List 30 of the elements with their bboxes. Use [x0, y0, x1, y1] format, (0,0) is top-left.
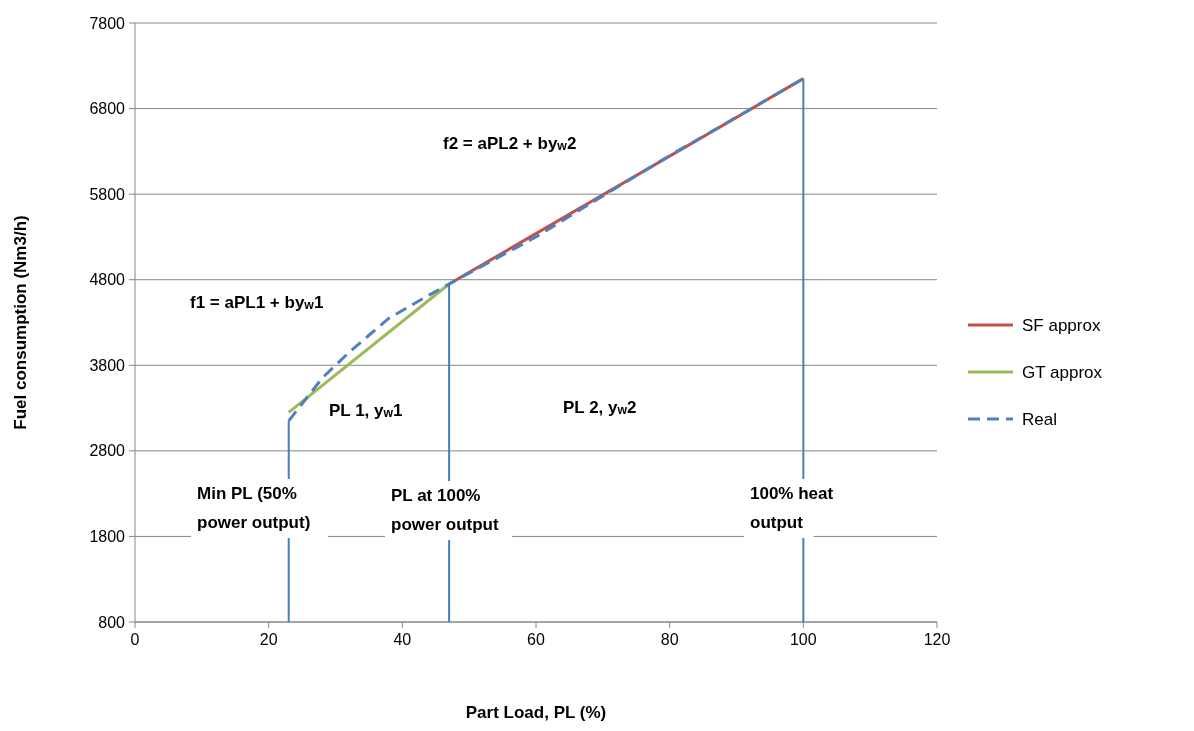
y-tick-label: 3800: [89, 356, 126, 374]
annotation: output: [750, 512, 804, 532]
y-tick-label: 5800: [89, 185, 126, 203]
x-tick-label: 100: [789, 631, 817, 648]
y-tick-label: 7800: [89, 14, 126, 32]
x-tick-label: 60: [527, 631, 545, 648]
y-axis-title: Fuel consumption (Nm3/h): [11, 215, 30, 430]
annotation: power output): [197, 512, 311, 532]
annotation: power output: [391, 514, 499, 534]
annotation: PL 2, yw2: [563, 397, 637, 417]
legend-label: Real: [1022, 409, 1057, 429]
y-tick-label: 1800: [89, 528, 126, 546]
y-tick-label: 6800: [89, 100, 126, 118]
x-tick-label: 120: [923, 631, 951, 648]
x-tick-label: 40: [393, 631, 412, 648]
y-tick-label: 4800: [89, 271, 126, 289]
x-tick-label: 0: [130, 631, 140, 648]
y-tick-label: 2800: [89, 442, 126, 460]
x-axis-title: Part Load, PL (%): [465, 703, 607, 722]
x-tick-label: 80: [660, 631, 679, 648]
legend-label: SF approx: [1022, 315, 1101, 335]
x-tick-label: 20: [259, 631, 278, 648]
annotation: PL at 100%: [391, 485, 481, 505]
annotation: 100% heat: [750, 483, 834, 503]
annotation: Min PL (50%: [197, 483, 297, 503]
legend-label: GT approx: [1022, 362, 1103, 382]
annotation: PL 1, yw1: [329, 400, 403, 420]
y-tick-label: 800: [98, 613, 126, 631]
annotation: f2 = aPL2 + byw2: [443, 133, 577, 153]
annotation: f1 = aPL1 + byw1: [190, 292, 324, 312]
